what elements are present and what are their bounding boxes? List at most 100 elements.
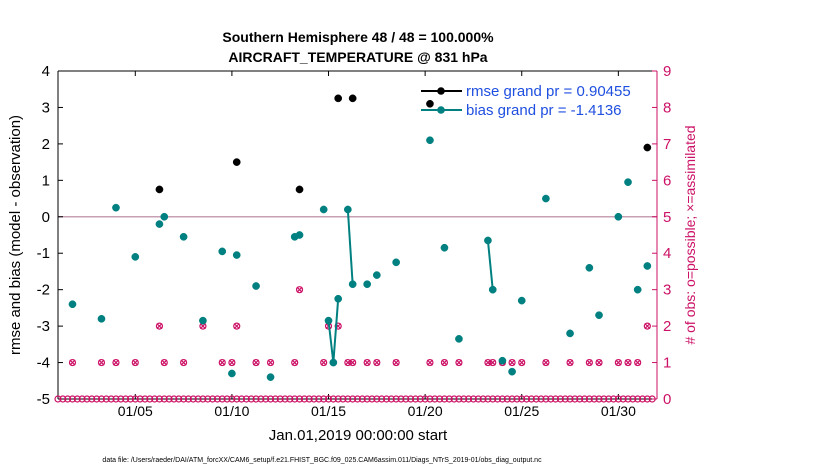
plot-area: -5 -4 -3 -2 -1 0 1 2 3 4 0 1 2 3 4 5 6 7 8 9 01/05 01/10 01/15… bbox=[37, 63, 672, 419]
obs-possible-marker bbox=[440, 395, 449, 403]
chart-title-line1: Southern Hemisphere 48 / 48 = 100.000% bbox=[222, 29, 494, 45]
bias-point bbox=[614, 212, 623, 221]
obs-possible-marker bbox=[634, 358, 642, 367]
bias-point bbox=[566, 329, 574, 338]
legend-rmse-label: rmse grand pr = 0.90455 bbox=[466, 83, 631, 100]
bias-point bbox=[199, 316, 207, 325]
obs-assimilated-marker bbox=[112, 359, 119, 366]
y2-axis-label: # of obs: o=possible; ×=assimilated bbox=[682, 125, 698, 344]
obs-possible-marker bbox=[363, 358, 371, 367]
y2-tick-label: 7 bbox=[663, 136, 671, 153]
bias-point bbox=[112, 203, 120, 212]
obs-possible-marker bbox=[595, 395, 603, 403]
obs-possible-marker bbox=[508, 395, 516, 403]
obs-possible-marker bbox=[368, 395, 376, 403]
obs-possible-marker bbox=[455, 358, 463, 367]
obs-possible-marker bbox=[68, 358, 77, 367]
obs-assimilated-marker bbox=[296, 286, 303, 293]
obs-possible-marker bbox=[648, 395, 656, 403]
bias-line bbox=[346, 209, 354, 285]
obs-possible-marker bbox=[218, 395, 226, 403]
obs-possible-marker bbox=[223, 395, 231, 403]
obs-possible-marker bbox=[551, 395, 560, 403]
obs-possible-marker bbox=[353, 395, 362, 403]
obs-possible-marker bbox=[141, 395, 149, 403]
obs-possible-marker bbox=[281, 395, 289, 403]
obs-possible-marker bbox=[146, 395, 154, 403]
obs-assimilated-marker bbox=[344, 359, 351, 366]
obs-possible-marker bbox=[59, 395, 67, 403]
obs-possible-marker bbox=[580, 395, 589, 403]
obs-possible-marker bbox=[392, 358, 400, 367]
bias-line bbox=[486, 240, 494, 290]
x-tick-label: 01/10 bbox=[214, 403, 249, 419]
obs-possible-marker bbox=[262, 395, 270, 403]
y2-tick-label: 5 bbox=[663, 209, 671, 226]
y-axis-label: rmse and bias (model - observation) bbox=[7, 115, 24, 355]
obs-possible-marker bbox=[334, 395, 342, 403]
obs-assimilated-marker bbox=[267, 359, 274, 366]
obs-possible-marker bbox=[286, 395, 294, 403]
obs-possible-marker bbox=[295, 395, 304, 403]
obs-possible-marker bbox=[416, 395, 424, 403]
obs-possible-marker bbox=[397, 395, 405, 403]
obs-possible-marker bbox=[194, 395, 202, 403]
chart-title-line2: AIRCRAFT_TEMPERATURE @ 831 hPa bbox=[228, 49, 487, 65]
obs-possible-marker bbox=[503, 395, 511, 403]
obs-possible-marker bbox=[426, 358, 434, 367]
obs-assimilated-marker bbox=[253, 359, 260, 366]
y-tick-label: 0 bbox=[42, 209, 50, 226]
bias-point bbox=[484, 236, 492, 245]
y2-tick-label: 2 bbox=[663, 318, 671, 335]
obs-possible-marker bbox=[83, 395, 91, 403]
obs-possible-marker bbox=[431, 395, 439, 403]
obs-possible-marker bbox=[609, 395, 618, 403]
obs-assimilated-marker bbox=[542, 359, 549, 366]
obs-possible-marker bbox=[155, 322, 164, 330]
obs-possible-marker bbox=[489, 358, 497, 367]
x-tick-label: 01/20 bbox=[408, 403, 443, 419]
obs-possible-marker bbox=[252, 395, 260, 403]
obs-possible-marker bbox=[455, 395, 463, 403]
obs-possible-marker bbox=[566, 358, 574, 367]
bias-point bbox=[643, 262, 652, 270]
y2-tick-label: 0 bbox=[663, 391, 671, 408]
obs-possible-marker bbox=[97, 358, 106, 367]
bias-point bbox=[363, 280, 372, 289]
obs-possible-marker bbox=[465, 395, 473, 403]
obs-possible-marker bbox=[460, 395, 468, 403]
obs-possible-marker bbox=[595, 358, 603, 367]
obs-assimilated-marker bbox=[98, 359, 105, 366]
obs-possible-marker bbox=[97, 395, 106, 403]
obs-possible-marker bbox=[382, 395, 391, 403]
y-tick-label: -1 bbox=[37, 245, 50, 262]
obs-assimilated-marker bbox=[180, 359, 187, 366]
y-tick-label: 3 bbox=[42, 99, 50, 116]
obs-assimilated-marker bbox=[624, 359, 632, 366]
bias-point bbox=[266, 373, 275, 381]
y-tick-label: -3 bbox=[37, 318, 50, 335]
bias-point bbox=[179, 232, 188, 241]
obs-possible-marker bbox=[151, 395, 159, 403]
obs-possible-marker bbox=[484, 395, 492, 403]
obs-assimilated-marker bbox=[132, 359, 139, 366]
obs-possible-marker bbox=[537, 395, 545, 403]
obs-assimilated-marker bbox=[373, 359, 380, 366]
bias-point bbox=[295, 231, 304, 239]
obs-possible-marker bbox=[257, 395, 265, 403]
y2-tick-label: 1 bbox=[663, 355, 671, 372]
bias-point bbox=[155, 220, 164, 228]
bias-point bbox=[334, 294, 343, 303]
obs-possible-marker bbox=[247, 395, 255, 403]
obs-possible-marker bbox=[498, 395, 507, 403]
obs-possible-marker bbox=[556, 395, 564, 403]
obs-possible-marker bbox=[204, 395, 212, 403]
obs-assimilated-marker bbox=[349, 359, 356, 366]
obs-possible-marker bbox=[411, 395, 420, 403]
obs-possible-marker bbox=[68, 395, 77, 403]
obs-possible-marker bbox=[489, 395, 497, 403]
bias-line bbox=[327, 298, 340, 363]
obs-assimilated-marker bbox=[586, 359, 593, 366]
obs-possible-marker bbox=[160, 358, 168, 367]
obs-possible-marker bbox=[518, 395, 526, 403]
